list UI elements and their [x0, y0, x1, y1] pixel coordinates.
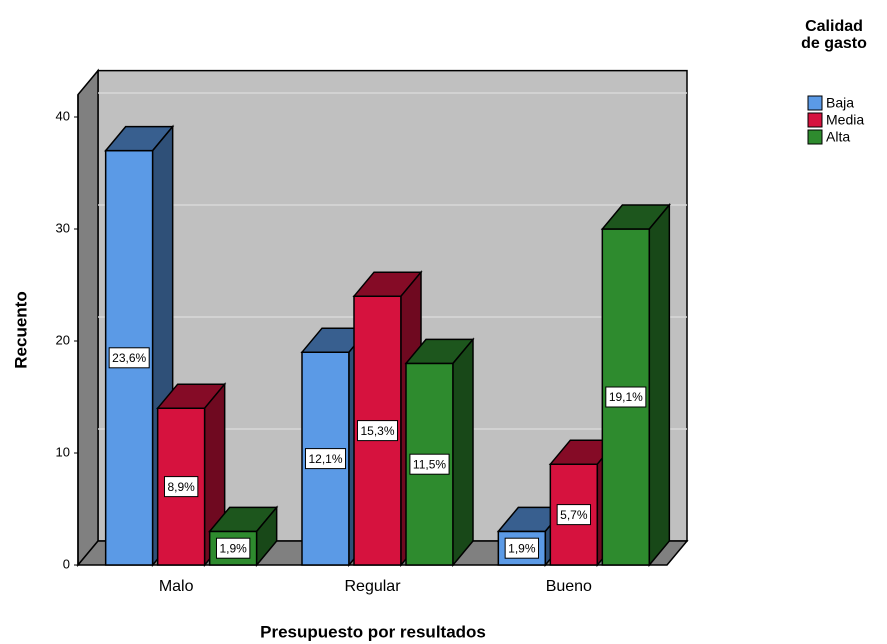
value-label-box — [304, 448, 347, 470]
value-label: 1,9% — [508, 541, 536, 555]
x-tick-label: Bueno — [546, 578, 592, 595]
y-tick-label: 20 — [56, 332, 70, 347]
value-label-box — [108, 347, 150, 369]
legend-label: Baja — [826, 95, 854, 111]
value-label: 23,6% — [112, 351, 146, 365]
bar-side — [648, 202, 671, 568]
x-tick-label: Regular — [344, 578, 401, 595]
legend-label: Media — [826, 112, 864, 128]
y-axis-label: Recuento — [11, 291, 30, 368]
value-label-box — [556, 504, 592, 526]
value-label: 1,9% — [219, 541, 247, 555]
legend-title: Calidad de gasto — [801, 18, 867, 52]
value-label-box — [163, 476, 199, 498]
value-label-box — [605, 386, 647, 408]
y-tick-label: 30 — [56, 220, 70, 235]
value-label: 11,5% — [413, 457, 446, 471]
value-label: 12,1% — [308, 452, 342, 466]
y-tick-label: 40 — [56, 108, 70, 123]
value-label-box — [504, 537, 540, 559]
y-tick-label: 0 — [63, 556, 70, 571]
value-label: 19,1% — [609, 390, 643, 404]
legend-label: Alta — [826, 129, 850, 145]
side-wall — [77, 68, 99, 568]
value-label: 5,7% — [560, 508, 588, 522]
value-label-box — [215, 537, 251, 559]
value-label: 8,9% — [167, 480, 195, 494]
y-tick-label: 10 — [56, 444, 70, 459]
value-label-box — [409, 453, 450, 475]
bar-side — [255, 505, 278, 568]
value-label: 15,3% — [360, 424, 394, 438]
x-tick-label: Malo — [159, 578, 194, 595]
value-label-box — [356, 420, 399, 442]
legend-swatch — [807, 129, 823, 145]
legend-swatch — [807, 95, 823, 111]
legend-swatch — [807, 112, 823, 128]
x-axis-label: Presupuesto por resultados — [260, 622, 486, 641]
bar-side — [452, 337, 474, 568]
